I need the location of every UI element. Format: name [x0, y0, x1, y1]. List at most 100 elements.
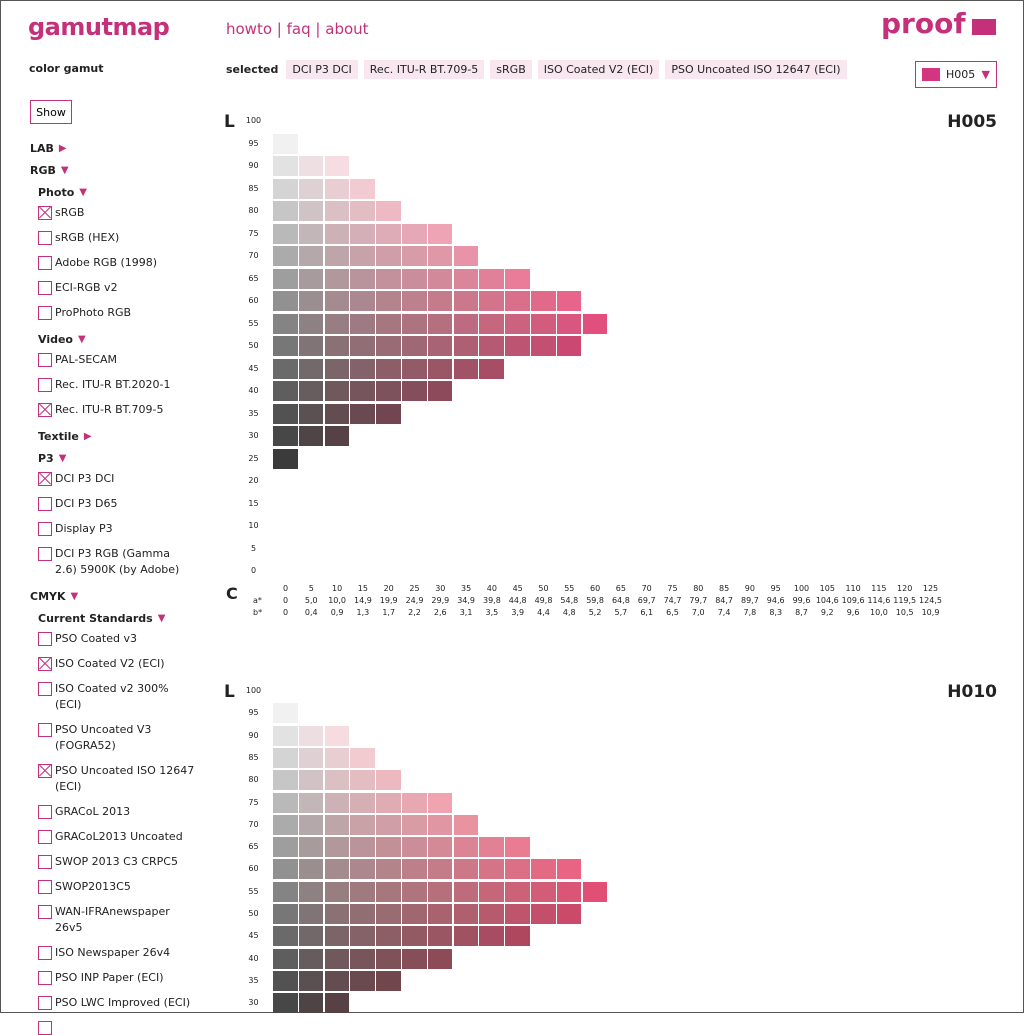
color-cell[interactable]: [479, 336, 504, 356]
checkbox[interactable]: [38, 830, 52, 844]
color-cell[interactable]: [273, 156, 298, 176]
color-cell[interactable]: [505, 291, 530, 311]
color-cell[interactable]: [273, 904, 298, 924]
color-cell[interactable]: [273, 246, 298, 266]
color-cell[interactable]: [556, 904, 582, 924]
color-cell[interactable]: [427, 881, 453, 902]
color-cell[interactable]: [479, 837, 504, 858]
color-cell[interactable]: [324, 725, 350, 746]
color-cell[interactable]: [556, 881, 582, 902]
color-cell[interactable]: [453, 881, 479, 902]
color-cell[interactable]: [350, 837, 375, 858]
checkbox[interactable]: [38, 905, 52, 919]
gamut-checkbox-item[interactable]: sRGB: [1, 204, 216, 229]
proof-swatch-icon[interactable]: [972, 19, 996, 35]
gamut-checkbox-item[interactable]: SWOP2013C5: [1, 878, 216, 903]
color-cell[interactable]: [376, 246, 401, 266]
checkbox[interactable]: [38, 723, 52, 737]
color-cell[interactable]: [582, 881, 608, 902]
checkbox[interactable]: [38, 971, 52, 985]
color-cell[interactable]: [273, 770, 298, 791]
color-cell[interactable]: [479, 859, 504, 880]
color-cell[interactable]: [556, 291, 582, 311]
color-cell[interactable]: [376, 313, 401, 334]
color-cell[interactable]: [402, 313, 427, 334]
color-cell[interactable]: [324, 268, 350, 289]
checkbox[interactable]: [38, 547, 52, 561]
color-cell[interactable]: [350, 926, 375, 947]
color-cell[interactable]: [350, 770, 375, 791]
tree-group[interactable]: CMYK ▼: [1, 586, 216, 608]
color-cell[interactable]: [402, 881, 427, 902]
color-cell[interactable]: [505, 926, 530, 947]
gamut-checkbox-item[interactable]: GRACoL 2013: [1, 803, 216, 828]
color-cell[interactable]: [427, 814, 453, 835]
selected-chip[interactable]: ISO Coated V2 (ECI): [537, 60, 660, 79]
triangle-right-icon[interactable]: ▶: [58, 143, 67, 154]
proof-link[interactable]: proof: [881, 7, 966, 40]
color-cell[interactable]: [453, 246, 479, 266]
gamut-checkbox-item[interactable]: SWOP 2013 C3 CRPC5: [1, 853, 216, 878]
color-cell[interactable]: [350, 358, 375, 379]
color-cell[interactable]: [324, 403, 350, 424]
color-cell[interactable]: [324, 859, 350, 880]
checkbox[interactable]: [38, 632, 52, 646]
color-cell[interactable]: [273, 792, 298, 813]
color-cell[interactable]: [298, 358, 324, 379]
color-cell[interactable]: [582, 313, 608, 334]
gamut-checkbox-item[interactable]: DCI P3 DCI: [1, 470, 216, 495]
color-cell[interactable]: [376, 859, 401, 880]
color-cell[interactable]: [376, 881, 401, 902]
checkbox[interactable]: [38, 682, 52, 696]
tree-group[interactable]: Textile ▶: [1, 426, 216, 448]
nav-about[interactable]: about: [325, 20, 369, 38]
gamut-checkbox-item[interactable]: DCI P3 D65: [1, 495, 216, 520]
color-cell[interactable]: [350, 223, 375, 244]
color-cell[interactable]: [556, 336, 582, 356]
color-cell[interactable]: [376, 837, 401, 858]
color-cell[interactable]: [376, 268, 401, 289]
color-cell[interactable]: [273, 948, 298, 969]
checkbox[interactable]: [38, 855, 52, 869]
color-cell[interactable]: [376, 926, 401, 947]
color-cell[interactable]: [273, 403, 298, 424]
color-cell[interactable]: [402, 814, 427, 835]
color-cell[interactable]: [505, 859, 530, 880]
color-cell[interactable]: [505, 313, 530, 334]
color-cell[interactable]: [298, 859, 324, 880]
checkbox[interactable]: [38, 403, 52, 417]
color-cell[interactable]: [324, 426, 350, 446]
color-cell[interactable]: [376, 201, 401, 221]
color-cell[interactable]: [453, 336, 479, 356]
color-cell[interactable]: [479, 268, 504, 289]
color-cell[interactable]: [427, 792, 453, 813]
gamut-checkbox-item[interactable]: ISO Coated V2 (ECI): [1, 655, 216, 680]
color-cell[interactable]: [273, 426, 298, 446]
gamut-checkbox-item[interactable]: WAN-IFRAnewspaper 26v5: [1, 903, 216, 944]
color-cell[interactable]: [350, 948, 375, 969]
color-cell[interactable]: [531, 881, 556, 902]
selected-chip[interactable]: Rec. ITU-R BT.709-5: [363, 60, 485, 79]
color-cell[interactable]: [324, 246, 350, 266]
color-cell[interactable]: [505, 837, 530, 858]
color-cell[interactable]: [350, 246, 375, 266]
gamut-checkbox-item[interactable]: PSO Uncoated ISO 12647 (ECI): [1, 762, 216, 803]
color-cell[interactable]: [273, 993, 298, 1014]
color-cell[interactable]: [350, 201, 375, 221]
color-cell[interactable]: [324, 770, 350, 791]
color-cell[interactable]: [350, 268, 375, 289]
color-cell[interactable]: [273, 926, 298, 947]
color-cell[interactable]: [273, 814, 298, 835]
color-cell[interactable]: [427, 926, 453, 947]
color-cell[interactable]: [376, 336, 401, 356]
color-cell[interactable]: [479, 904, 504, 924]
color-cell[interactable]: [298, 201, 324, 221]
color-cell[interactable]: [298, 246, 324, 266]
color-cell[interactable]: [402, 246, 427, 266]
color-cell[interactable]: [324, 313, 350, 334]
checkbox[interactable]: [38, 880, 52, 894]
color-cell[interactable]: [427, 948, 453, 969]
show-button[interactable]: Show: [30, 100, 72, 124]
color-cell[interactable]: [453, 313, 479, 334]
color-cell[interactable]: [298, 291, 324, 311]
